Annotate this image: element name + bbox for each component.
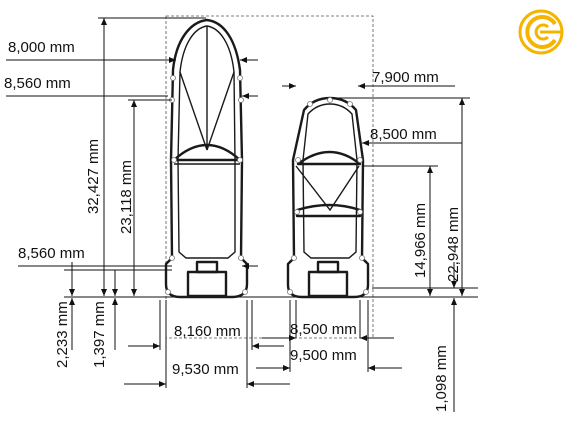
dim-label-1098: 1,098 mm [433,345,450,412]
dim-label-7900: 7,900 mm [372,69,439,86]
right-diag-ribs [295,165,360,212]
dim-label-9500: 9,500 mm [290,347,357,364]
left-diag-rib-a [179,71,208,151]
dim-label-8500-bottom: 8,500 mm [290,321,357,338]
right-nodes [287,97,369,295]
dim-label-8160: 8,160 mm [174,323,241,340]
dim-label-22948: 22,948 mm [445,207,462,282]
dim-label-8000: 8,000 mm [8,39,75,56]
dim-label-8560-top: 8,560 mm [4,75,71,92]
dim-label-9530: 9,530 mm [172,361,239,378]
right-mid-chamber [295,203,362,218]
dim-label-1397: 1,397 mm [91,301,108,368]
left-bottom-chamber [186,270,228,298]
right-profile-inner [302,103,358,259]
left-diag-rib-b [206,71,235,151]
right-small-slot [316,260,340,274]
right-upper-chamber [296,150,362,166]
dim-label-32427: 32,427 mm [85,139,102,214]
right-bottom-chamber [307,270,349,298]
c-logo-icon [518,9,564,55]
dim-label-8560-bottom: 8,560 mm [18,245,85,262]
dim-label-14966: 14,966 mm [412,203,429,278]
dim-label-8500-top: 8,500 mm [370,126,437,143]
dim-label-23118: 23,118 mm [118,160,135,234]
left-small-slot [195,260,219,274]
bounding-frame [165,15,374,339]
right-profile [286,96,370,299]
left-profile-inner [177,25,236,259]
dim-label-2233: 2,233 mm [54,301,71,368]
left-profile [164,18,249,299]
